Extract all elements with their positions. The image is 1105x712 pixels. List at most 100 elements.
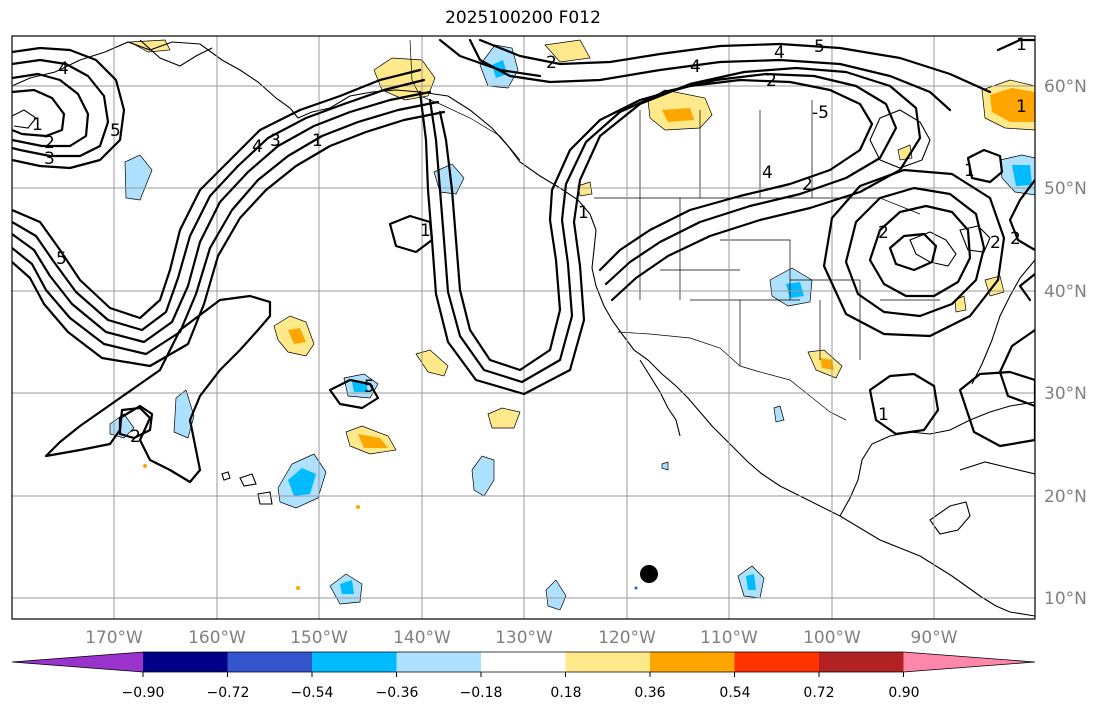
contour-line bbox=[478, 38, 992, 94]
colorbar-segment bbox=[819, 652, 904, 672]
contour-line bbox=[1018, 272, 1035, 302]
coastline-cuba bbox=[959, 461, 1035, 475]
contour-label: -5 bbox=[812, 103, 829, 123]
anomaly-blob-pos bbox=[990, 88, 1035, 122]
anomaly-blob-neg bbox=[545, 579, 567, 611]
coastline-great-lakes-east bbox=[959, 225, 991, 253]
contour-label: 2 bbox=[546, 53, 557, 73]
contour-line bbox=[12, 58, 110, 158]
contour-label: 2 bbox=[44, 133, 55, 153]
anomaly-blob-neg bbox=[746, 574, 756, 590]
contour-label: 2 bbox=[878, 223, 889, 243]
anomaly-blob-neg bbox=[471, 455, 495, 497]
border-alaska-canada bbox=[409, 39, 521, 161]
colorbar-segment bbox=[481, 652, 566, 672]
coastline-north-america-west bbox=[589, 213, 1035, 617]
border-canada-provinces bbox=[639, 100, 813, 198]
colorbar-tick-label: −0.36 bbox=[376, 685, 419, 701]
gridlines bbox=[12, 36, 1035, 619]
contour-line bbox=[428, 72, 898, 384]
colorbar-tick-label: −0.54 bbox=[291, 685, 334, 701]
colorbar-tick-label: −0.18 bbox=[460, 685, 503, 701]
contour-line bbox=[958, 370, 1035, 448]
anomaly-dot bbox=[143, 464, 147, 468]
contour-line bbox=[12, 100, 440, 356]
lat-tick-label: 20°N bbox=[1044, 487, 1087, 507]
anomaly-blob-pos bbox=[544, 39, 591, 63]
anomaly-blob-neg bbox=[773, 405, 785, 423]
contour-label: 4 bbox=[762, 163, 773, 183]
colorbar-extend-max bbox=[903, 652, 1035, 672]
coastline-hawaii-3 bbox=[221, 471, 231, 481]
lat-tick-label: 10°N bbox=[1044, 589, 1087, 609]
contour-line bbox=[822, 168, 1006, 338]
contour-label: 1 bbox=[964, 161, 975, 181]
lat-tick-label: 40°N bbox=[1044, 282, 1087, 302]
colorbar-segment bbox=[650, 652, 735, 672]
contour-line bbox=[44, 294, 272, 484]
lon-tick-label: 160°W bbox=[188, 628, 246, 648]
longitude-labels: 170°W 160°W 150°W 140°W 130°W 120°W 110°… bbox=[85, 628, 958, 648]
colorbar-tick-label: 0.72 bbox=[803, 685, 834, 701]
coastlines bbox=[12, 39, 1035, 617]
contour-label: 1 bbox=[312, 131, 323, 151]
coastline-great-lakes bbox=[909, 231, 957, 267]
colorbar-segment bbox=[227, 652, 313, 672]
contour-label: 4 bbox=[252, 137, 263, 157]
coastline-hawaii-1 bbox=[239, 473, 257, 487]
colorbar-ticks bbox=[142, 672, 904, 677]
anomaly-blob-pos bbox=[128, 39, 171, 53]
anomaly-blob-pos bbox=[662, 108, 694, 122]
anomaly-blob-neg bbox=[352, 382, 368, 392]
location-marker-dot bbox=[640, 565, 658, 583]
contour-labels: 4 2 4 5 2 4 -5 4 2 1 4 3 1 2 3 5 5 1 1 2… bbox=[32, 35, 1027, 447]
lon-tick-label: 150°W bbox=[290, 628, 348, 648]
contour-line bbox=[468, 38, 952, 112]
contour-line bbox=[12, 72, 90, 148]
contour-label: 3 bbox=[270, 131, 281, 151]
contour-lines bbox=[12, 38, 1035, 484]
contour-line bbox=[868, 372, 940, 436]
coastline-yucatan bbox=[929, 501, 971, 535]
colorbar-segment bbox=[734, 652, 820, 672]
contour-label: 2 bbox=[990, 233, 1001, 253]
coastline-bering bbox=[12, 109, 37, 129]
contour-line bbox=[12, 90, 432, 344]
lon-tick-label: 140°W bbox=[393, 628, 451, 648]
lon-tick-label: 120°W bbox=[598, 628, 656, 648]
contour-label: 5 bbox=[814, 37, 825, 57]
contour-label: 2 bbox=[766, 71, 777, 91]
anomaly-blob-pos bbox=[288, 328, 306, 344]
contour-line bbox=[966, 148, 1004, 184]
contour-line bbox=[12, 88, 66, 138]
anomaly-dot bbox=[634, 586, 638, 590]
contour-label: 3 bbox=[44, 149, 55, 169]
colorbar-segment bbox=[143, 652, 228, 672]
anomaly-blob-neg bbox=[124, 154, 153, 201]
contour-line bbox=[388, 214, 434, 254]
contour-line bbox=[888, 232, 938, 272]
anomaly-blob-neg bbox=[340, 580, 354, 594]
border-states bbox=[639, 198, 940, 366]
contour-label: 1 bbox=[1016, 35, 1027, 55]
contour-line bbox=[438, 38, 542, 78]
coastline-alaska-north bbox=[139, 39, 213, 67]
anomaly-blob-pos bbox=[415, 349, 449, 377]
colorbar-tick-label: 0.90 bbox=[888, 685, 919, 701]
contour-label: 2 bbox=[130, 427, 141, 447]
coastline-hawaii-2 bbox=[257, 491, 273, 505]
contour-label: 1 bbox=[878, 405, 889, 425]
colorbar-segment bbox=[565, 652, 651, 672]
anomaly-blob-pos bbox=[820, 358, 834, 370]
map-title: 2025100200 F012 bbox=[445, 8, 601, 28]
anomaly-blob-neg bbox=[288, 468, 316, 496]
coastline-alaska bbox=[12, 41, 591, 215]
colorbar-tick-labels: −0.90 −0.72 −0.54 −0.36 −0.18 0.18 0.36 … bbox=[122, 685, 920, 701]
contour-label: 5 bbox=[110, 121, 121, 141]
lon-tick-label: 170°W bbox=[85, 628, 143, 648]
latitude-labels: 60°N 50°N 40°N 30°N 20°N 10°N bbox=[1044, 77, 1087, 609]
contour-line bbox=[12, 78, 426, 332]
colorbar-tick-label: −0.72 bbox=[207, 685, 250, 701]
colorbar-tick-label: 0.54 bbox=[719, 685, 750, 701]
